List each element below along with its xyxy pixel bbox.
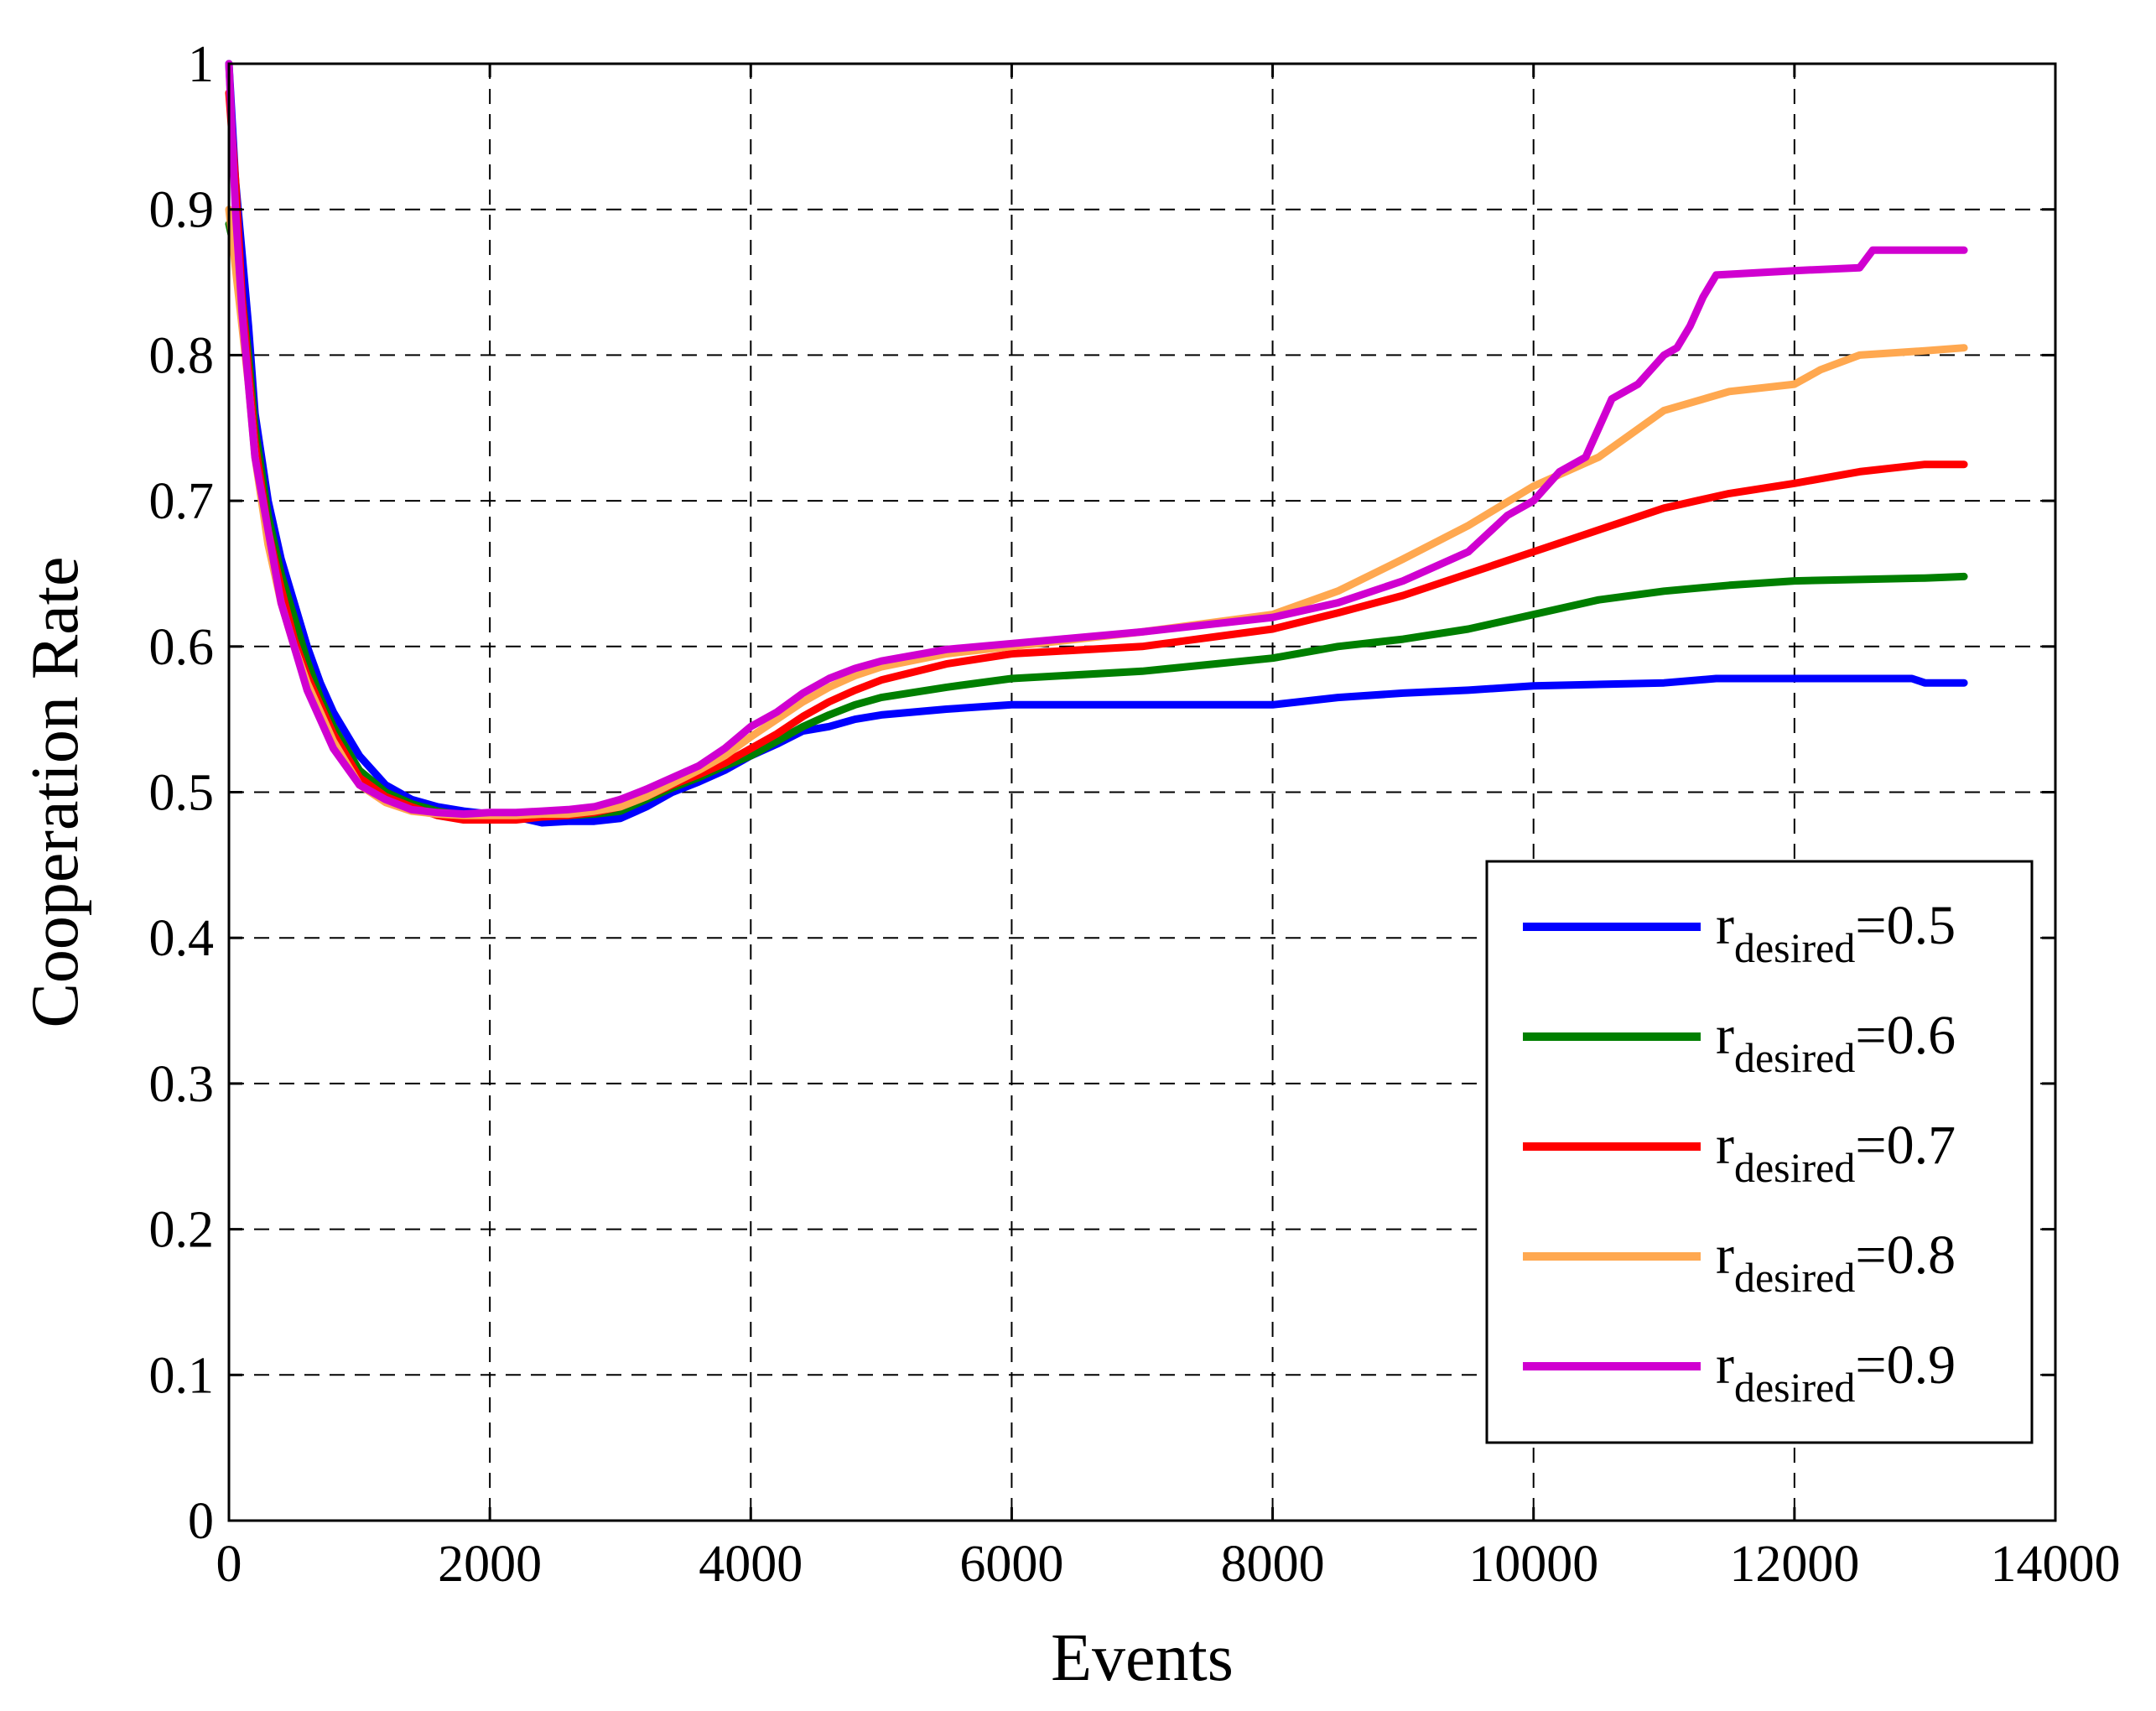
- legend-label-3: rdesired=0.7: [1716, 1115, 1956, 1191]
- legend-label-5: rdesired=0.9: [1716, 1334, 1956, 1411]
- y-tick-label: 0.7: [149, 473, 215, 530]
- legend-label-2: rdesired=0.6: [1716, 1005, 1956, 1081]
- y-tick-label: 1: [188, 36, 214, 93]
- x-tick-label: 14000: [1991, 1536, 2121, 1593]
- series-line-5: [225, 60, 1968, 819]
- y-tick-label: 0.5: [149, 765, 215, 822]
- legend-label-1: rdesired=0.5: [1716, 895, 1956, 971]
- y-tick-label: 0: [188, 1493, 214, 1550]
- y-tick-label: 0.8: [149, 327, 215, 384]
- x-tick-label: 12000: [1729, 1536, 1859, 1593]
- legend-label-4: rdesired=0.8: [1716, 1225, 1956, 1301]
- y-tick-label: 0.2: [149, 1202, 215, 1259]
- legend-box: [1485, 860, 2034, 1444]
- y-axis-title: Cooperation Rate: [18, 556, 92, 1027]
- y-tick-label: 0.1: [149, 1347, 215, 1404]
- legend: rdesired=0.5 rdesired=0.6 rdesired=0.7 rdes…: [1485, 860, 2034, 1444]
- x-tick-label: 8000: [1221, 1536, 1325, 1593]
- y-tick-label: 0.3: [149, 1056, 215, 1113]
- x-tick-label: 6000: [959, 1536, 1063, 1593]
- x-tick-label: 4000: [699, 1536, 803, 1593]
- x-tick-label: 0: [216, 1536, 242, 1593]
- x-axis-title: Events: [1051, 1621, 1234, 1695]
- y-tick-label: 0.9: [149, 182, 215, 239]
- series-line-1: [225, 60, 1968, 827]
- y-tick-label: 0.4: [149, 910, 215, 967]
- x-tick-label: 10000: [1468, 1536, 1598, 1593]
- x-tick-label: 2000: [438, 1536, 542, 1593]
- y-tick-label: 0.6: [149, 619, 215, 676]
